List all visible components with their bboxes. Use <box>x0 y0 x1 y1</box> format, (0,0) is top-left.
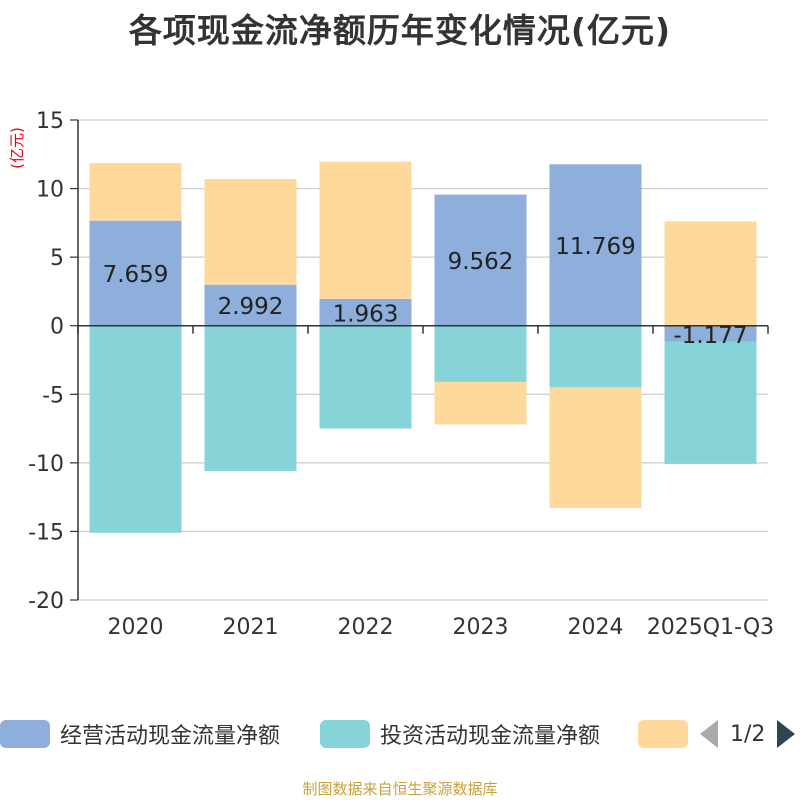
bar-financing-2021 <box>204 179 297 285</box>
legend-swatch-financing <box>638 720 688 748</box>
y-tick-label: 15 <box>36 109 64 134</box>
data-label-operating: 2.992 <box>218 294 284 320</box>
next-page-icon[interactable] <box>777 720 796 748</box>
data-source-note: 制图数据来自恒生聚源数据库 <box>302 780 498 798</box>
x-tick-label: 2020 <box>108 615 164 640</box>
data-label-operating: 11.769 <box>555 234 635 260</box>
cash-flow-chart: 15 10 5 0 -5 -10 -15 -20 (亿元) 2020 2021 2022 2023 202… <box>8 109 774 640</box>
bar-investing-2023 <box>434 325 527 382</box>
legend-swatch-investing <box>320 720 370 748</box>
y-axis-label: (亿元) <box>8 127 26 169</box>
x-tick-label: 2024 <box>568 615 624 640</box>
bar-operating-2020 <box>89 220 182 326</box>
y-tick-label: 5 <box>50 246 64 271</box>
legend-item-investing[interactable]: 投资活动现金流量净额 <box>320 716 600 752</box>
x-tick-label: 2021 <box>223 615 279 640</box>
legend-label-investing: 投资活动现金流量净额 <box>380 724 601 749</box>
x-tick-label: 2025Q1-Q3 <box>647 615 774 640</box>
bar-investing-2024 <box>549 325 642 388</box>
legend-item-financing[interactable] <box>638 716 688 752</box>
bar-operating-2021 <box>204 284 297 326</box>
y-tick-label: 0 <box>50 315 64 340</box>
prev-page-icon[interactable] <box>700 720 718 748</box>
legend-item-operating[interactable]: 经营活动现金流量净额 <box>0 716 280 752</box>
bar-financing-2025Q1-Q3 <box>664 221 757 326</box>
bar-financing-2023 <box>434 381 527 425</box>
legend-swatch-operating <box>0 720 50 748</box>
bar-investing-2025Q1-Q3 <box>664 341 757 464</box>
legend: 经营活动现金流量净额 投资活动现金流量净额 1/2 <box>0 716 800 752</box>
chart-title: 各项现金流净额历年变化情况(亿元) <box>128 11 672 50</box>
x-tick-label: 2022 <box>338 615 394 640</box>
y-tick-label: 10 <box>36 178 64 203</box>
bar-operating-2022 <box>319 298 412 326</box>
bar-financing-2024 <box>549 387 642 509</box>
bar-financing-2022 <box>319 161 412 299</box>
bar-financing-2020 <box>89 163 182 221</box>
data-label-operating: 7.659 <box>103 262 169 288</box>
y-tick-label: -15 <box>28 520 64 545</box>
bar-operating-2023 <box>434 194 527 326</box>
y-tick-label: -5 <box>42 383 64 408</box>
legend-label-operating: 经营活动现金流量净额 <box>60 724 281 749</box>
x-tick-label: 2023 <box>453 615 509 640</box>
data-label-operating: -1.177 <box>673 323 747 349</box>
bar-investing-2020 <box>89 325 182 533</box>
legend-pager: 1/2 <box>700 716 796 752</box>
bar-investing-2022 <box>319 325 412 429</box>
bar-investing-2021 <box>204 325 297 472</box>
bar-operating-2024 <box>549 164 642 326</box>
y-tick-label: -10 <box>28 452 64 477</box>
data-label-operating: 1.963 <box>333 301 399 327</box>
data-label-operating: 9.562 <box>448 249 514 275</box>
legend-page-indicator: 1/2 <box>730 721 766 747</box>
bar-operating-2025Q1-Q3 <box>664 325 757 342</box>
y-tick-label: -20 <box>28 589 64 614</box>
